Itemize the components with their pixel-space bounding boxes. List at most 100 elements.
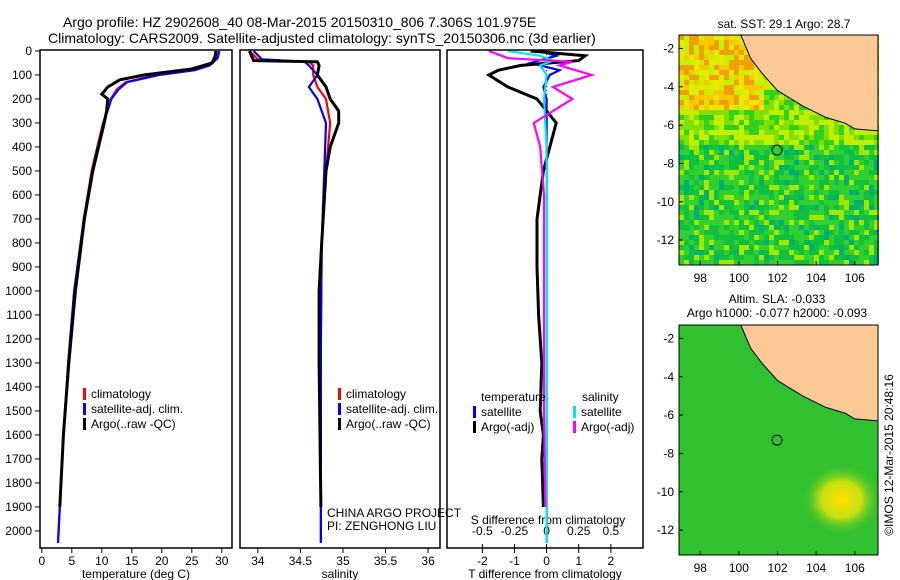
sst-cell [854,235,859,240]
sst-cell [844,210,849,215]
sst-cell [794,210,799,215]
sst-cell [764,185,769,190]
sst-cell [679,250,684,255]
sst-cell [874,205,879,210]
sst-cell [769,155,774,160]
sst-cell [739,45,744,50]
map-x-tick-label: 106 [845,561,865,575]
sst-cell [734,75,739,80]
sst-cell [859,195,864,200]
sst-cell [804,150,809,155]
sst-cell [874,165,879,170]
sst-cell [784,165,789,170]
sst-cell [839,235,844,240]
sst-cell [824,225,829,230]
sst-cell [739,90,744,95]
sst-cell [729,45,734,50]
sst-cell [724,50,729,55]
y-tick-label: 1100 [6,308,32,322]
sst-cell [714,100,719,105]
sst-cell [859,220,864,225]
sst-cell [754,75,759,80]
sst-cell [774,230,779,235]
sst-cell [739,195,744,200]
sst-cell [699,230,704,235]
sst-cell [699,145,704,150]
sst-cell [764,105,769,110]
sst-cell [739,160,744,165]
series-argo-raw-qc- [58,50,218,508]
sst-cell [874,170,879,175]
sst-cell [864,205,869,210]
sst-cell [679,180,684,185]
sst-cell [714,120,719,125]
sst-cell [784,205,789,210]
sst-cell [789,135,794,140]
sst-cell [719,75,724,80]
sst-cell [684,60,689,65]
sst-cell [759,125,764,130]
title-line-2: Climatology: CARS2009. Satellite-adjuste… [48,30,596,46]
sst-cell [754,90,759,95]
sst-cell [679,50,684,55]
sst-cell [749,130,754,135]
sst-cell [744,125,749,130]
sst-cell [724,105,729,110]
sst-cell [809,210,814,215]
sst-cell [709,190,714,195]
sst-cell [769,210,774,215]
sst-cell [864,255,869,260]
sst-cell [679,190,684,195]
sst-cell [864,190,869,195]
sst-cell [774,205,779,210]
sst-cell [709,125,714,130]
sst-cell [714,205,719,210]
argo-float-position [771,434,783,446]
sst-cell [734,120,739,125]
sst-cell [764,225,769,230]
sst-cell [729,140,734,145]
sst-cell [789,150,794,155]
sst-cell [749,85,754,90]
sst-cell [809,120,814,125]
sst-cell [829,145,834,150]
sst-cell [824,150,829,155]
sst-cell [764,95,769,100]
sst-cell [729,70,734,75]
sst-cell [784,195,789,200]
sst-cell [739,180,744,185]
sst-cell [759,160,764,165]
sst-cell [794,170,799,175]
map-x-tick-label: 100 [729,271,749,285]
sst-cell [799,260,804,265]
sst-cell [799,190,804,195]
sst-cell [744,80,749,85]
sst-cell [789,230,794,235]
sst-cell [744,165,749,170]
sst-cell [814,205,819,210]
sst-cell [689,135,694,140]
sst-cell [709,175,714,180]
sst-cell [854,150,859,155]
sst-cell [724,55,729,60]
sst-cell [729,215,734,220]
sst-cell [779,240,784,245]
sst-cell [719,130,724,135]
sst-cell [684,255,689,260]
sst-cell [774,130,779,135]
y-tick-label: 100 [12,68,32,82]
sst-cell [854,255,859,260]
sst-cell [684,50,689,55]
sst-cell [784,190,789,195]
sst-cell [794,120,799,125]
sst-cell [719,35,724,40]
sst-cell [694,150,699,155]
sst-cell [734,185,739,190]
sst-cell [854,215,859,220]
sst-cell [834,160,839,165]
x2-tick-label: 0.5 [603,524,620,538]
legend-label: climatology [91,387,151,401]
sst-cell [799,215,804,220]
x-tick-label: 2 [608,554,615,568]
sst-cell [799,240,804,245]
